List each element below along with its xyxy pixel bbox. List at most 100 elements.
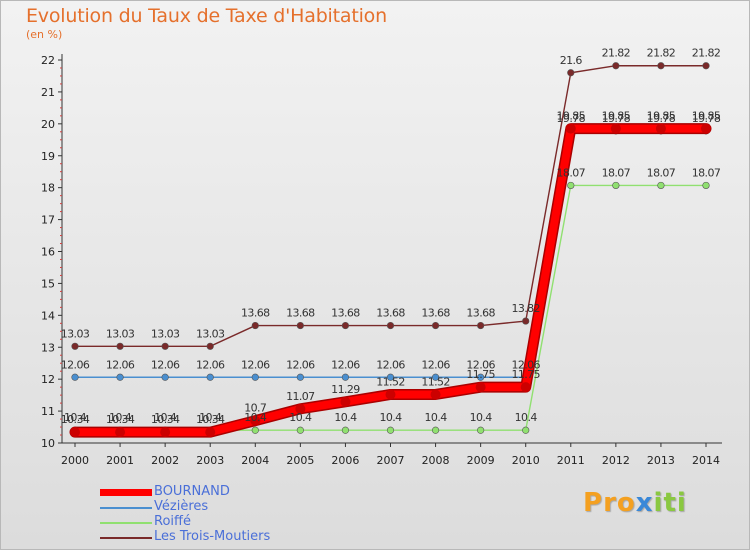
data-point bbox=[296, 426, 304, 434]
x-tick-label: 2013 bbox=[647, 454, 675, 467]
data-label: 11.52 bbox=[421, 375, 450, 388]
data-label: 10.4 bbox=[425, 411, 448, 424]
series-3 bbox=[71, 62, 710, 350]
data-label: 12.06 bbox=[376, 358, 405, 371]
data-point bbox=[475, 382, 486, 393]
data-label: 12.06 bbox=[61, 358, 90, 371]
data-label: 10.4 bbox=[379, 411, 402, 424]
data-label: 19.78 bbox=[647, 112, 676, 125]
data-point bbox=[296, 373, 304, 381]
data-label: 21.6 bbox=[560, 54, 583, 67]
data-point bbox=[296, 321, 304, 330]
data-point bbox=[431, 426, 440, 434]
data-point bbox=[161, 373, 169, 381]
data-label: 10.34 bbox=[61, 413, 90, 426]
data-label: 21.82 bbox=[602, 47, 631, 60]
data-label: 13.03 bbox=[61, 327, 90, 340]
data-point bbox=[70, 427, 80, 438]
data-label: 13.68 bbox=[466, 307, 495, 320]
data-point bbox=[385, 389, 396, 400]
y-tick-label: 21 bbox=[41, 86, 55, 99]
data-label: 12.06 bbox=[331, 358, 360, 371]
legend-label: Roiffé bbox=[154, 514, 191, 529]
brand-letter: i bbox=[676, 488, 687, 518]
data-point bbox=[251, 373, 259, 381]
data-point bbox=[477, 373, 485, 381]
chart-axes: 10 11 12 13 14 15 16 17 18 19 20 21 22 2000 2001 2002 20… bbox=[41, 54, 722, 467]
data-label: 19.85 bbox=[602, 110, 631, 123]
data-label: 12.06 bbox=[286, 358, 315, 371]
data-label: 10.4 bbox=[244, 411, 267, 424]
data-label: 19.85 bbox=[557, 110, 586, 123]
brand-letter: o bbox=[616, 488, 636, 518]
data-label: 12.06 bbox=[151, 358, 180, 371]
data-point bbox=[250, 415, 261, 426]
x-tick-label: 2007 bbox=[377, 454, 405, 467]
data-label: 12.06 bbox=[196, 358, 225, 371]
data-point bbox=[567, 181, 575, 190]
data-point bbox=[567, 69, 575, 77]
series-line bbox=[75, 65, 706, 347]
chart-subtitle: (en %) bbox=[26, 28, 63, 41]
chart-title: Evolution du Taux de Taxe d'Habitation bbox=[26, 5, 387, 27]
data-point bbox=[160, 427, 171, 438]
y-tick-label: 14 bbox=[41, 309, 55, 322]
brand-letter: x bbox=[635, 488, 654, 518]
data-label: 13.68 bbox=[286, 307, 315, 320]
data-point bbox=[341, 321, 350, 330]
data-label: 13.82 bbox=[511, 302, 540, 315]
data-point bbox=[657, 62, 665, 70]
x-tick-label: 2011 bbox=[557, 454, 585, 467]
data-point bbox=[71, 373, 79, 381]
data-label: 10.4 bbox=[109, 411, 132, 424]
brand-logo: Proxiti bbox=[583, 488, 687, 518]
data-label: 13.68 bbox=[421, 307, 450, 320]
data-point bbox=[477, 321, 485, 330]
x-tick-label: 2012 bbox=[602, 454, 630, 467]
data-label: 12.06 bbox=[421, 358, 450, 371]
series-layer bbox=[69, 62, 712, 438]
data-label: 19.85 bbox=[692, 110, 721, 123]
data-label: 10.4 bbox=[289, 411, 312, 424]
data-point bbox=[612, 181, 620, 190]
legend-label: Les Trois-Moutiers bbox=[154, 529, 271, 544]
legend-swatch bbox=[100, 489, 152, 496]
legend-swatch bbox=[100, 537, 152, 539]
x-tick-label: 2003 bbox=[196, 454, 224, 467]
data-label: 13.68 bbox=[241, 307, 270, 320]
data-label: 10.34 bbox=[106, 413, 135, 426]
data-point bbox=[205, 427, 216, 438]
data-label: 13.03 bbox=[106, 327, 135, 340]
y-tick-label: 16 bbox=[41, 246, 55, 259]
data-point bbox=[657, 181, 665, 190]
y-tick-label: 22 bbox=[41, 54, 55, 67]
data-point bbox=[565, 123, 576, 134]
data-label: 10.4 bbox=[515, 411, 538, 424]
data-label: 11.75 bbox=[511, 368, 540, 381]
data-label: 10.4 bbox=[154, 411, 177, 424]
data-label: 18.07 bbox=[557, 166, 586, 179]
data-point bbox=[206, 342, 214, 350]
y-tick-label: 10 bbox=[41, 437, 55, 450]
y-tick-label: 11 bbox=[41, 405, 55, 418]
x-tick-label: 2008 bbox=[422, 454, 450, 467]
data-label: 12.06 bbox=[511, 358, 540, 371]
x-tick-label: 2000 bbox=[61, 454, 89, 467]
data-point bbox=[522, 426, 530, 434]
series-0 bbox=[69, 123, 712, 438]
brand-letter: t bbox=[663, 488, 677, 518]
data-labels-layer: 10.34 10.34 10.34 10.34 10.7 11.07 11.29 11.52 1… bbox=[61, 47, 722, 426]
legend-swatch bbox=[100, 522, 152, 524]
data-point bbox=[430, 389, 441, 400]
data-label: 19.78 bbox=[557, 112, 586, 125]
data-label: 10.34 bbox=[196, 413, 225, 426]
x-tick-label: 2009 bbox=[467, 454, 495, 467]
y-tick-label: 18 bbox=[41, 182, 55, 195]
data-point bbox=[701, 123, 711, 134]
y-tick-label: 19 bbox=[41, 150, 55, 163]
data-point bbox=[251, 426, 259, 434]
data-label: 13.68 bbox=[376, 307, 405, 320]
y-tick-label: 20 bbox=[41, 118, 55, 131]
data-label: 21.82 bbox=[647, 47, 676, 60]
